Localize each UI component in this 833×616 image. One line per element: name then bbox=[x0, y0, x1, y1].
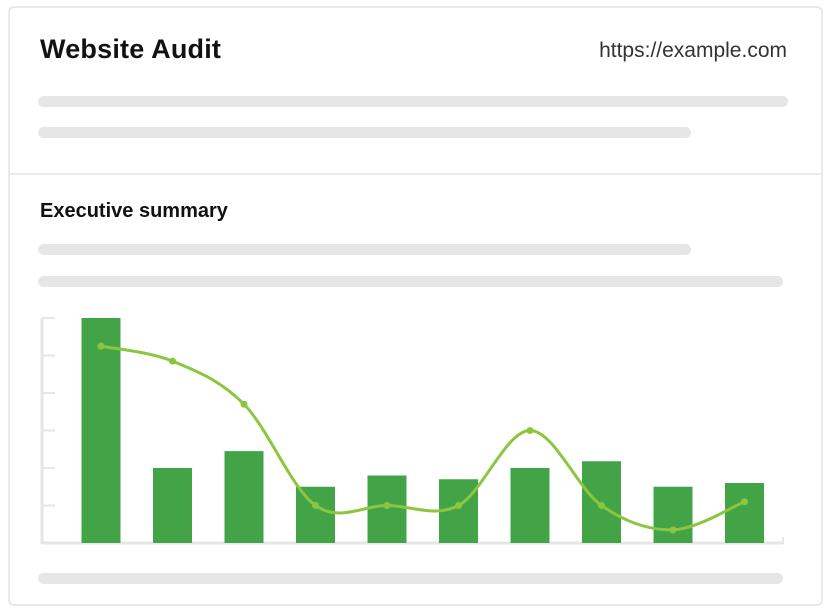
placeholder-text-line bbox=[38, 244, 691, 255]
chart-point bbox=[240, 400, 248, 408]
placeholder-text-line bbox=[38, 127, 691, 138]
chart-bar bbox=[296, 486, 335, 543]
chart-trend-line bbox=[99, 344, 746, 532]
chart-bar bbox=[224, 451, 264, 543]
chart-point bbox=[526, 427, 534, 434]
chart-point bbox=[383, 502, 391, 509]
chart-bar bbox=[153, 468, 192, 543]
site-url: https://example.com bbox=[599, 39, 787, 62]
chart-bar bbox=[510, 468, 550, 543]
chart-point bbox=[169, 357, 176, 365]
placeholder-text-line bbox=[38, 276, 783, 287]
chart-bar bbox=[367, 475, 407, 543]
placeholder-text-line bbox=[38, 573, 783, 584]
section-divider bbox=[10, 173, 823, 175]
chart-bar bbox=[81, 318, 121, 543]
chart-point bbox=[455, 502, 462, 509]
chart-point bbox=[598, 502, 605, 509]
chart-bar bbox=[653, 486, 693, 543]
section-title: Executive summary bbox=[40, 200, 228, 222]
page-title: Website Audit bbox=[40, 34, 222, 64]
chart-point bbox=[312, 502, 319, 509]
chart-point bbox=[669, 526, 677, 534]
chart-bar bbox=[725, 483, 764, 543]
chart-point bbox=[97, 342, 105, 350]
chart-point bbox=[741, 498, 748, 506]
placeholder-text-line bbox=[38, 96, 788, 107]
